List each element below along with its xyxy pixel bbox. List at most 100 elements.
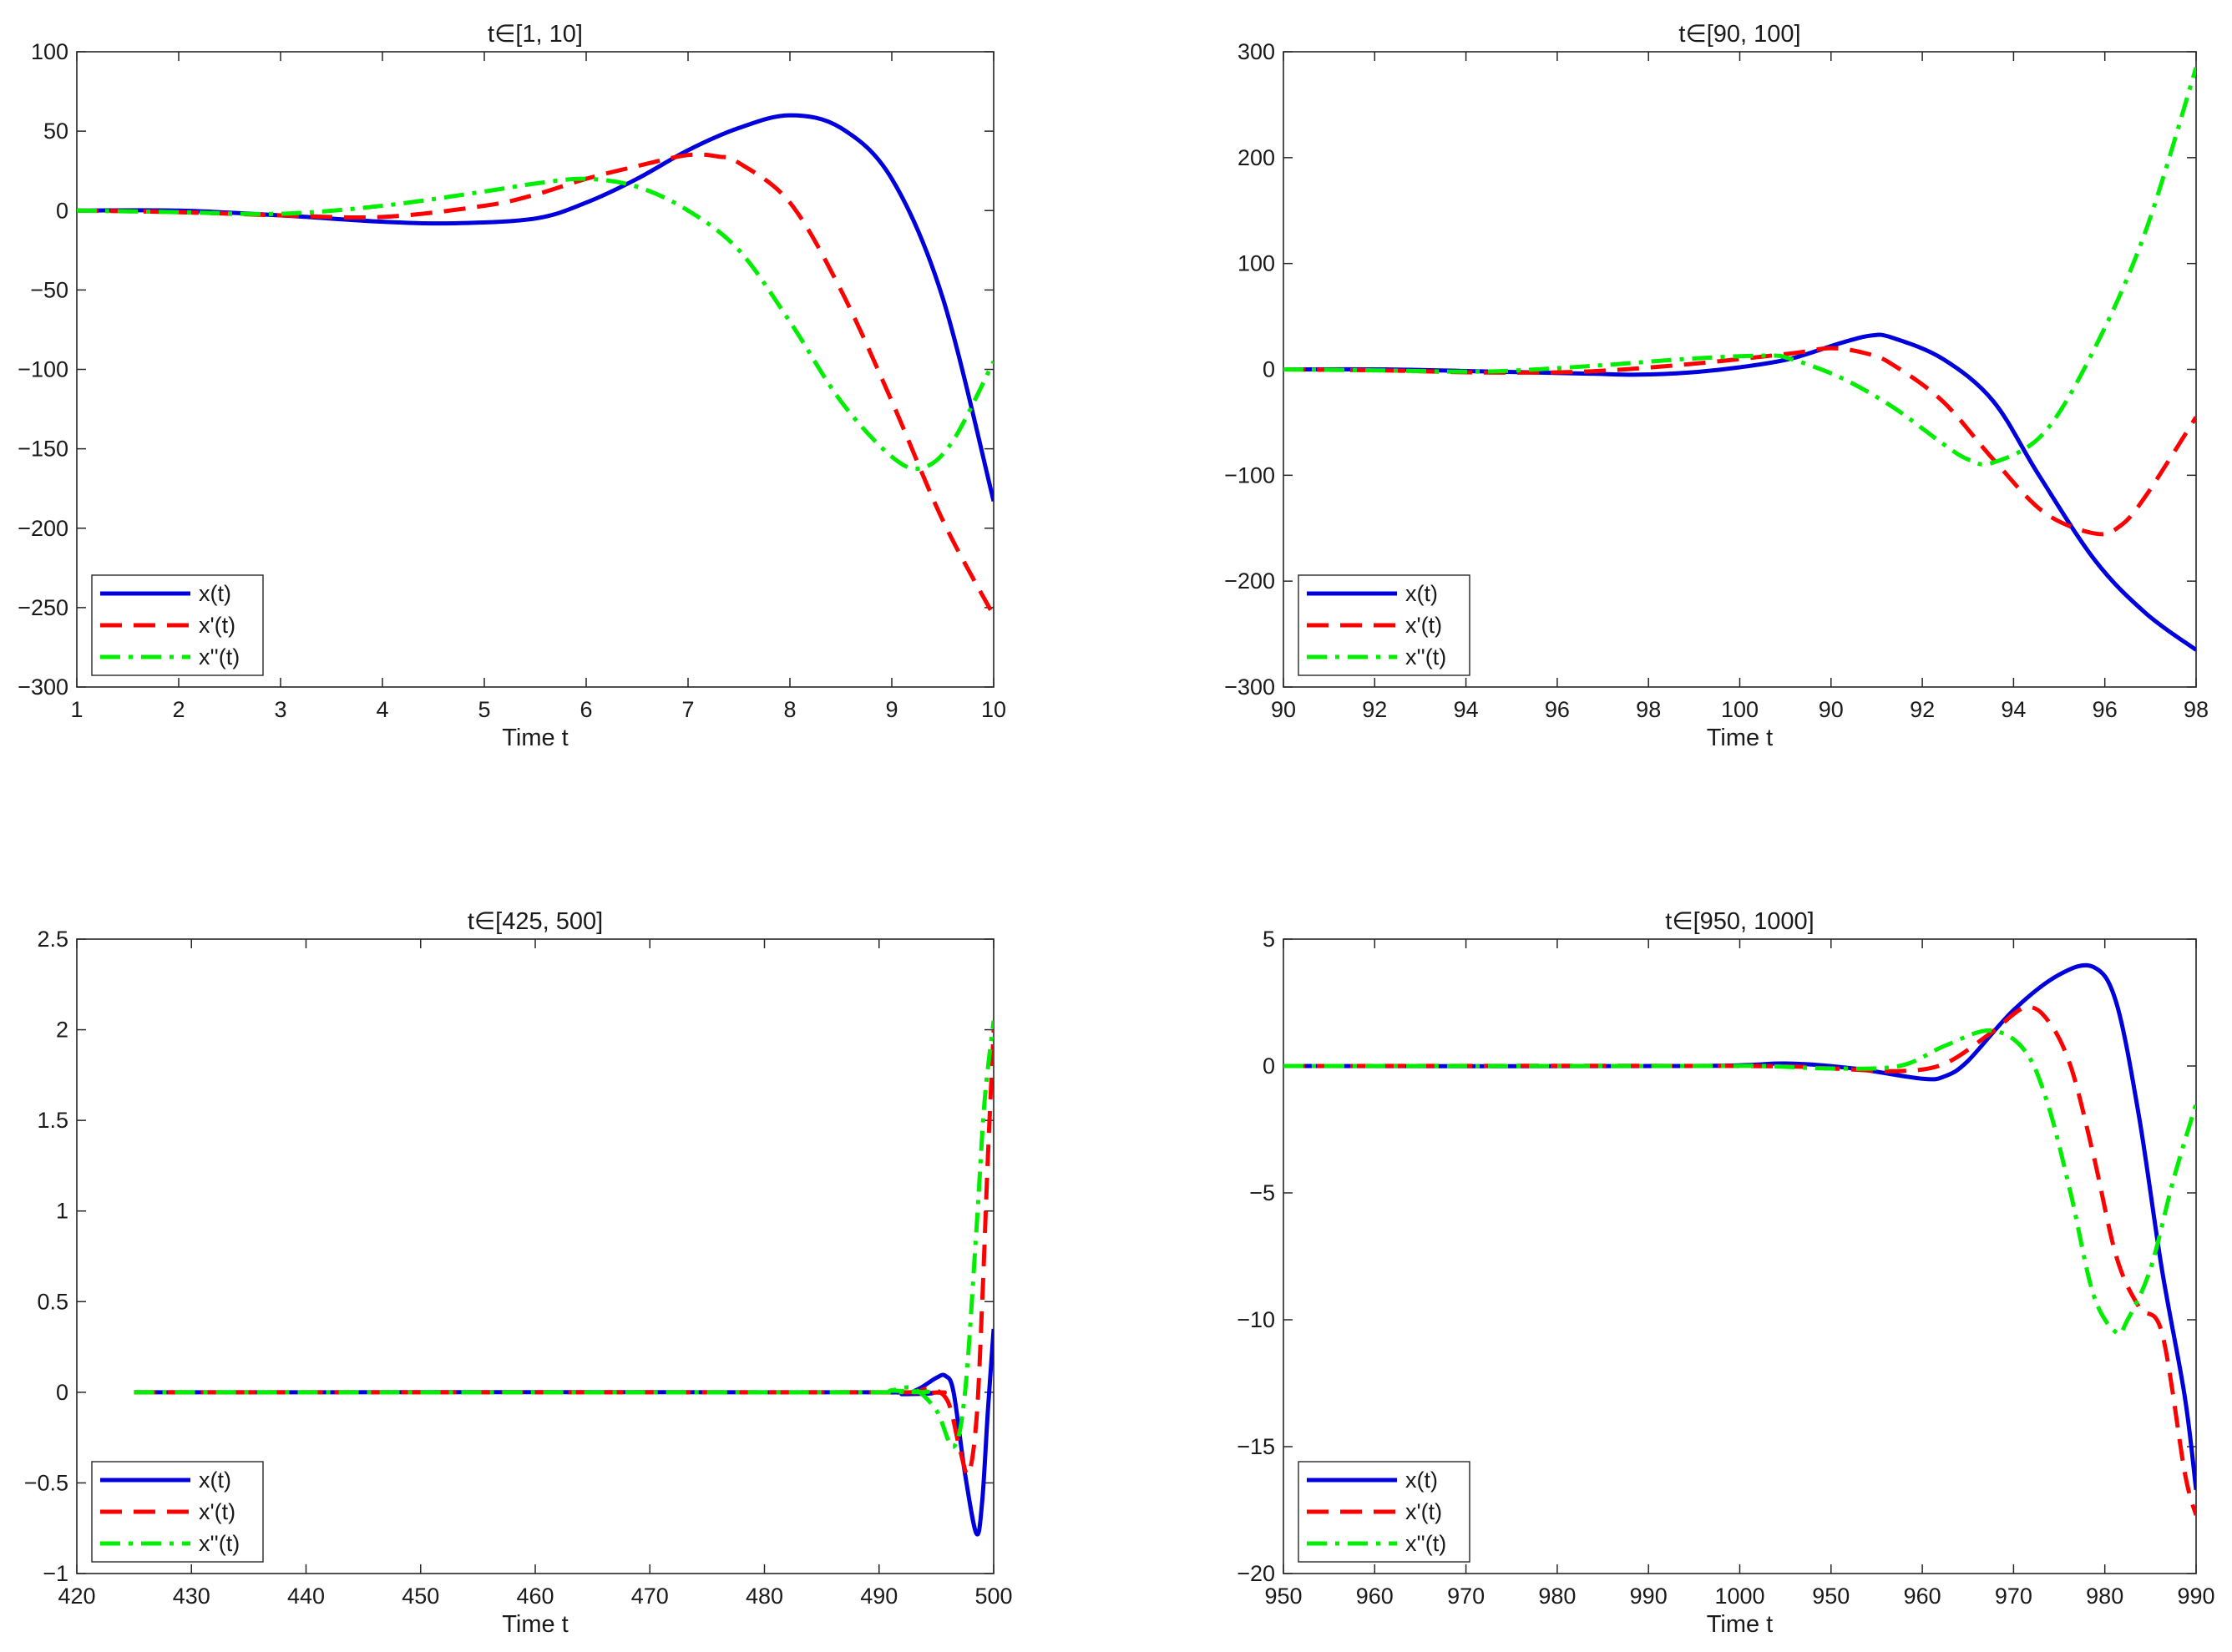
x-tick-label: 970 <box>1447 1584 1485 1609</box>
x-tick-label: 90 <box>1271 697 1296 722</box>
series-line-x-double-prime <box>1283 1028 2196 1336</box>
legend-label: x(t) <box>1405 581 1438 606</box>
series-group <box>1283 67 2196 652</box>
x-tick-label: 9 <box>885 697 898 722</box>
chart-title: t∈[950, 1000] <box>1665 908 1814 935</box>
x-tick-label: 490 <box>860 1584 898 1609</box>
x-axis-label: Time t <box>502 725 568 751</box>
x-tick-label: 460 <box>516 1584 554 1609</box>
chart-panel-4: 950 960 970 980 990 1000 950 960 970 980 990 −20 −15… <box>1237 908 2214 1638</box>
x-tick-label: 7 <box>681 697 694 722</box>
legend-label: x(t) <box>199 581 231 606</box>
x-tick-label: 98 <box>2184 697 2209 722</box>
legend-label: x'(t) <box>199 613 235 638</box>
legend-label: x'(t) <box>199 1499 235 1524</box>
y-tick-label: 100 <box>31 39 68 64</box>
y-tick-label: −150 <box>18 437 68 462</box>
x-tick-label: 3 <box>274 697 286 722</box>
series-group <box>1283 962 2196 1516</box>
series-line-x-double-prime <box>134 1020 994 1449</box>
y-tick-label: 200 <box>1237 145 1275 170</box>
legend-label: x''(t) <box>199 644 240 669</box>
x-tick-label: 950 <box>1812 1584 1850 1609</box>
series-line-x-prime <box>1283 1005 2196 1516</box>
y-tick-label: −100 <box>1224 462 1275 488</box>
x-tick-label: 1 <box>70 697 83 722</box>
y-tick-label: −10 <box>1237 1307 1275 1332</box>
x-tick-label: 100 <box>1721 697 1759 722</box>
x-tick-label: 2 <box>172 697 185 722</box>
y-tick-label: 2 <box>56 1018 68 1043</box>
chart-panel-2: 90 92 94 96 98 100 90 92 94 96 98 −300 −200 −100 0 100 2… <box>1224 21 2209 751</box>
x-tick-label: 480 <box>746 1584 783 1609</box>
y-tick-label: −300 <box>18 674 68 700</box>
x-axis-label: Time t <box>1707 1611 1773 1638</box>
x-tick-label: 92 <box>1362 697 1387 722</box>
x-tick-label: 4 <box>376 697 388 722</box>
y-tick-label: −20 <box>1237 1561 1275 1586</box>
x-tick-label: 950 <box>1264 1584 1302 1609</box>
y-tick-label: 5 <box>1263 927 1275 952</box>
series-line-x-prime <box>77 152 994 617</box>
x-tick-label: 440 <box>287 1584 325 1609</box>
legend-label: x'(t) <box>1405 1499 1442 1524</box>
x-tick-label: 990 <box>1630 1584 1668 1609</box>
y-tick-label: 1.5 <box>37 1108 68 1133</box>
y-tick-label: −0.5 <box>24 1470 68 1495</box>
y-tick-label: 50 <box>43 119 68 144</box>
chart-title: t∈[1, 10] <box>488 21 583 48</box>
x-tick-label: 990 <box>2177 1584 2214 1609</box>
legend-label: x(t) <box>1405 1468 1438 1493</box>
y-tick-label: 0 <box>1263 357 1275 382</box>
chart-title: t∈[90, 100] <box>1678 21 1800 48</box>
chart-panel-3: 420 430 440 450 460 470 480 490 500 −1 −0.5 0 0.5 1 1.… <box>24 908 1013 1638</box>
x-tick-label: 1000 <box>1714 1584 1764 1609</box>
x-tick-label: 96 <box>2093 697 2118 722</box>
x-tick-label: 450 <box>402 1584 439 1609</box>
legend: x(t) x'(t) x''(t) <box>1298 574 1470 676</box>
x-tick-label: 90 <box>1819 697 1844 722</box>
x-tick-label: 10 <box>981 697 1006 722</box>
y-tick-label: 100 <box>1237 251 1275 276</box>
y-tick-label: −15 <box>1237 1434 1275 1459</box>
x-tick-label: 6 <box>580 697 592 722</box>
legend-label: x(t) <box>199 1468 231 1493</box>
x-tick-label: 980 <box>1538 1584 1576 1609</box>
x-tick-label: 92 <box>1910 697 1935 722</box>
y-tick-label: −300 <box>1224 674 1275 700</box>
legend: x(t) x'(t) x''(t) <box>91 1461 264 1563</box>
series-group <box>77 113 994 617</box>
x-axis-label: Time t <box>502 1611 568 1638</box>
x-tick-label: 96 <box>1545 697 1570 722</box>
x-tick-label: 500 <box>974 1584 1012 1609</box>
legend-label: x''(t) <box>1405 644 1446 669</box>
chart-title: t∈[425, 500] <box>468 908 603 935</box>
series-line-x-double-prime <box>77 176 994 472</box>
y-tick-label: 0 <box>56 1380 68 1405</box>
y-tick-label: −5 <box>1249 1180 1275 1205</box>
y-tick-label: 1 <box>56 1199 68 1224</box>
y-tick-label: −250 <box>18 595 68 620</box>
x-tick-label: 960 <box>1904 1584 1941 1609</box>
y-tick-label: −1 <box>43 1561 68 1586</box>
chart-panel-1: 1 2 3 4 5 6 7 8 9 10 −300 −250 −200 −150 −100 −50 0 50 100… <box>18 21 1006 751</box>
x-tick-label: 5 <box>478 697 490 722</box>
legend-label: x''(t) <box>199 1531 240 1556</box>
y-tick-label: −50 <box>30 277 68 302</box>
x-tick-label: 420 <box>58 1584 95 1609</box>
x-tick-label: 94 <box>2001 697 2026 722</box>
x-tick-label: 98 <box>1636 697 1661 722</box>
y-tick-label: 0 <box>56 198 68 223</box>
x-tick-label: 94 <box>1454 697 1479 722</box>
x-tick-label: 430 <box>173 1584 210 1609</box>
y-tick-label: 0.5 <box>37 1289 68 1314</box>
y-tick-label: −100 <box>18 357 68 382</box>
legend-label: x''(t) <box>1405 1531 1446 1556</box>
y-tick-label: 0 <box>1263 1053 1275 1079</box>
series-line-x-double-prime <box>1283 67 2196 467</box>
x-tick-label: 980 <box>2086 1584 2123 1609</box>
legend-label: x'(t) <box>1405 613 1442 638</box>
legend: x(t) x'(t) x''(t) <box>1298 1461 1470 1563</box>
x-tick-label: 470 <box>631 1584 669 1609</box>
